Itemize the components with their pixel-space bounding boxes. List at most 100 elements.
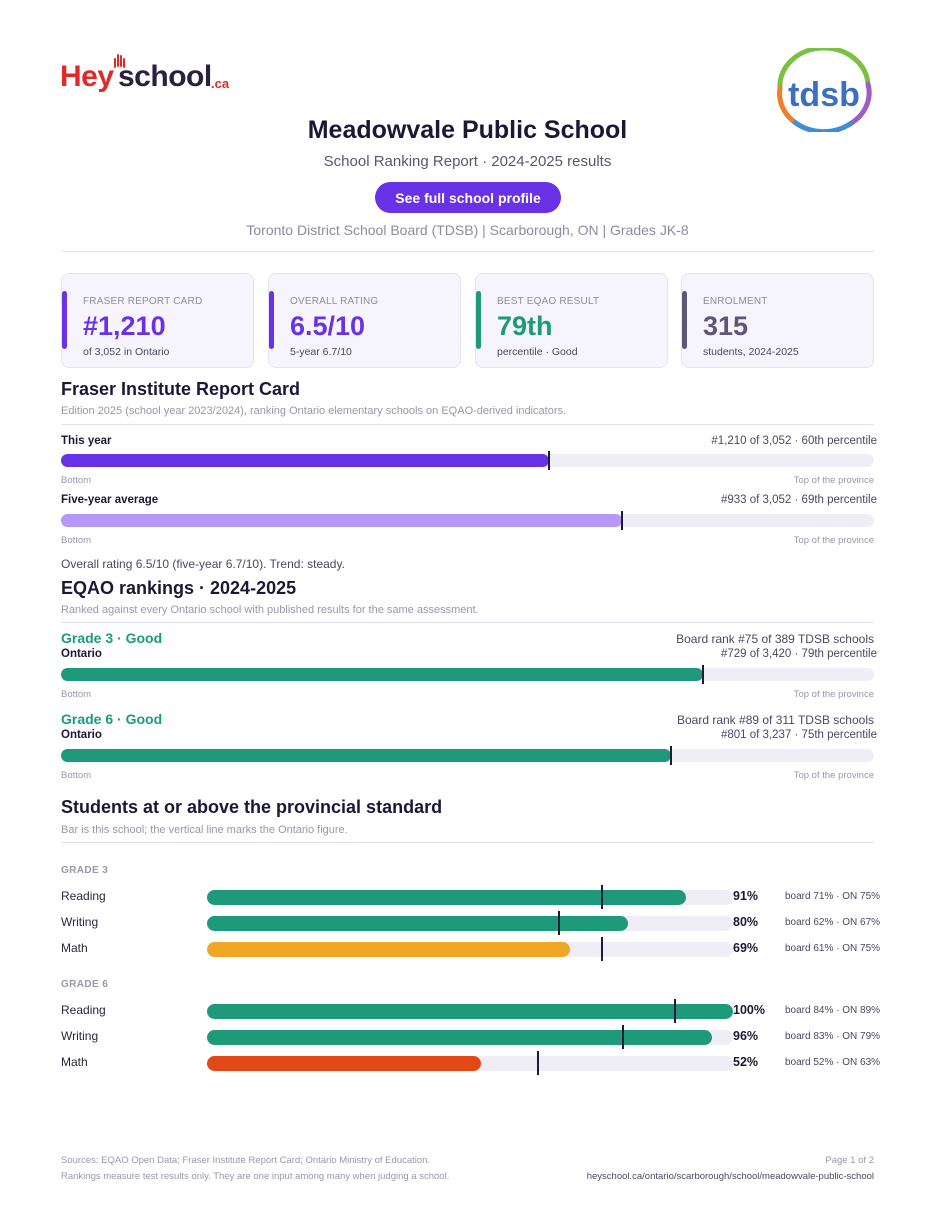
fraser-this-year-marker xyxy=(548,451,550,470)
fraser-this-year-label: This year xyxy=(61,435,112,447)
school-result-bar xyxy=(207,942,570,957)
subject-label: Reading xyxy=(61,889,106,903)
tdsb-logo: tdsb xyxy=(777,48,872,132)
subject-label: Math xyxy=(61,1055,88,1069)
result-percent: 91% xyxy=(733,889,759,903)
school-meta: Toronto District School Board (TDSB) | S… xyxy=(246,222,689,238)
standard-track xyxy=(207,999,733,1023)
fraser-five-year-rank: #933 of 3,052 · 69th percentile xyxy=(720,494,877,506)
footer-notes: Sources: EQAO Open Data; Fraser Institut… xyxy=(61,1153,449,1185)
fraser-this-year-track xyxy=(61,451,874,470)
eqao-grade6-track xyxy=(61,746,874,765)
card-accent xyxy=(682,291,687,349)
standards-description: Bar is this school; the vertical line ma… xyxy=(61,824,348,836)
eqao-grade3-bar xyxy=(61,668,703,681)
ontario-marker xyxy=(622,1025,624,1049)
result-percent: 100% xyxy=(733,1003,765,1017)
eqao-grade6-bar xyxy=(61,749,671,762)
school-result-bar xyxy=(207,1056,481,1071)
logo-school: school xyxy=(118,60,212,93)
stat-label: ENROLMENT xyxy=(703,296,768,307)
footer-sources: Sources: EQAO Open Data; Fraser Institut… xyxy=(61,1155,431,1166)
eqao-grade3-scope: Ontario xyxy=(61,648,102,660)
fraser-five-year-bar xyxy=(61,514,622,527)
eqao-divider xyxy=(61,622,874,623)
result-percent: 69% xyxy=(733,941,759,955)
logo-ca: .ca xyxy=(211,76,230,91)
ontario-marker xyxy=(601,937,603,961)
eqao-grade3-track xyxy=(61,665,874,684)
standards-group-title: GRADE 6 xyxy=(61,979,109,990)
eqao-grade6-scope: Ontario xyxy=(61,729,102,741)
page-subtitle: School Ranking Report · 2024-2025 result… xyxy=(323,153,612,170)
footer-disclaimer: Rankings measure test results only. They… xyxy=(61,1171,450,1182)
result-comparison: board 62% · ON 67% xyxy=(785,917,881,928)
stat-note: percentile · Good xyxy=(497,346,578,358)
school-result-bar xyxy=(207,1004,733,1019)
axis-bottom-label: Bottom xyxy=(61,535,92,546)
standards-divider xyxy=(61,842,874,843)
stat-card-rating: OVERALL RATING 6.5/10 5-year 6.7/10 xyxy=(268,273,461,368)
footer-url[interactable]: heyschool.ca/ontario/scarborough/school/… xyxy=(586,1171,874,1182)
result-comparison: board 84% · ON 89% xyxy=(785,1005,881,1016)
eqao-description: Ranked against every Ontario school with… xyxy=(61,604,479,616)
axis-top-label: Top of the province xyxy=(793,689,874,700)
fraser-this-year-bar xyxy=(61,454,549,467)
fraser-divider xyxy=(61,424,874,425)
fraser-description: Edition 2025 (school year 2023/2024), ra… xyxy=(61,405,567,417)
stat-note: of 3,052 in Ontario xyxy=(83,346,170,358)
stat-card-fraser: FRASER REPORT CARD #1,210 of 3,052 in On… xyxy=(61,273,254,368)
eqao-heading: EQAO rankings · 2024-2025 xyxy=(61,578,297,598)
standard-track xyxy=(207,911,733,935)
heyschool-logo[interactable]: Hey school .ca xyxy=(60,54,240,102)
ontario-marker xyxy=(601,885,603,909)
hand-icon xyxy=(114,54,125,68)
eqao-grade6-title: Grade 6 · Good xyxy=(61,711,163,727)
card-accent xyxy=(62,291,67,349)
stat-note: 5-year 6.7/10 xyxy=(290,346,352,358)
ontario-marker xyxy=(537,1051,539,1075)
eqao-grade6-rank: #801 of 3,237 · 75th percentile xyxy=(720,729,877,741)
fraser-five-year-marker xyxy=(621,511,623,530)
eqao-grade6-board-rank: Board rank #89 of 311 TDSB schools xyxy=(676,713,874,727)
stat-value: 6.5/10 xyxy=(290,311,366,341)
result-percent: 52% xyxy=(733,1055,759,1069)
eqao-grade3-rank: #729 of 3,420 · 79th percentile xyxy=(720,648,877,660)
axis-bottom-label: Bottom xyxy=(61,475,92,486)
fraser-this-year-rank: #1,210 of 3,052 · 60th percentile xyxy=(711,435,877,447)
eqao-grade3-board-rank: Board rank #75 of 389 TDSB schools xyxy=(676,632,874,646)
standards-group-title: GRADE 3 xyxy=(61,865,109,876)
see-full-profile-button[interactable]: See full school profile xyxy=(375,182,561,213)
school-result-bar xyxy=(207,1030,712,1045)
page-number: Page 1 of 2 xyxy=(825,1155,874,1166)
eqao-grade6-marker xyxy=(670,746,672,765)
subject-label: Writing xyxy=(61,915,99,929)
ontario-marker xyxy=(558,911,560,935)
fraser-five-year-label: Five-year average xyxy=(61,494,159,506)
standard-track xyxy=(207,885,733,909)
result-comparison: board 52% · ON 63% xyxy=(785,1057,881,1068)
stat-label: FRASER REPORT CARD xyxy=(83,296,203,307)
subject-label: Reading xyxy=(61,1003,106,1017)
result-percent: 96% xyxy=(733,1029,759,1043)
footer-right: Page 1 of 2 heyschool.ca/ontario/scarbor… xyxy=(587,1153,874,1185)
axis-bottom-label: Bottom xyxy=(61,770,92,781)
tdsb-logo-text: tdsb xyxy=(788,76,860,114)
card-accent xyxy=(476,291,481,349)
result-comparison: board 71% · ON 75% xyxy=(785,891,881,902)
stat-label: BEST EQAO RESULT xyxy=(497,296,600,307)
stat-card-enrolment: ENROLMENT 315 students, 2024-2025 xyxy=(681,273,874,368)
result-comparison: board 61% · ON 75% xyxy=(785,943,881,954)
page-title: Meadowvale Public School xyxy=(307,116,628,144)
stat-label: OVERALL RATING xyxy=(290,296,379,307)
eqao-grade3-marker xyxy=(702,665,704,684)
result-comparison: board 83% · ON 79% xyxy=(785,1031,881,1042)
subject-label: Math xyxy=(61,941,88,955)
stat-card-eqao: BEST EQAO RESULT 79th percentile · Good xyxy=(475,273,668,368)
logo-hey: Hey xyxy=(60,60,114,93)
standard-track xyxy=(207,1051,733,1075)
axis-top-label: Top of the province xyxy=(793,770,874,781)
school-result-bar xyxy=(207,890,686,905)
result-percent: 80% xyxy=(733,915,759,929)
eqao-grade3-title: Grade 3 · Good xyxy=(61,630,163,646)
